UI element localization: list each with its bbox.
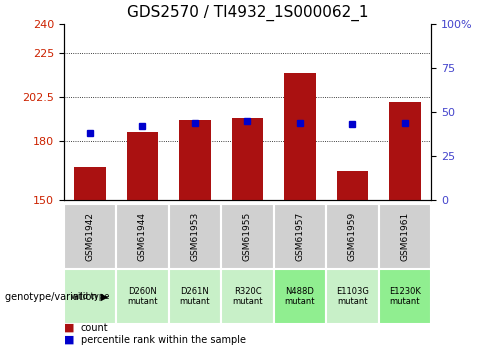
Text: GSM61953: GSM61953 [191,212,199,261]
Bar [232,118,263,200]
Bar [127,132,158,200]
Text: GSM61955: GSM61955 [243,212,252,261]
Text: GSM61957: GSM61957 [295,212,304,261]
Bar [337,171,368,200]
Bar [169,204,221,269]
Bar [389,102,421,200]
Bar [74,167,106,200]
Bar [169,269,221,324]
Bar [379,204,431,269]
Title: GDS2570 / TI4932_1S000062_1: GDS2570 / TI4932_1S000062_1 [127,5,368,21]
Text: E1230K
mutant: E1230K mutant [389,287,421,306]
Text: ■: ■ [64,323,74,333]
Text: D261N
mutant: D261N mutant [180,287,210,306]
Text: genotype/variation ▶: genotype/variation ▶ [5,292,108,302]
Text: R320C
mutant: R320C mutant [232,287,263,306]
Bar [284,73,316,200]
Bar [179,120,211,200]
Bar [64,204,116,269]
Text: GSM61961: GSM61961 [400,212,410,261]
Bar [116,204,169,269]
Bar [274,204,326,269]
Text: wild type: wild type [71,292,109,301]
Text: E1103G
mutant: E1103G mutant [336,287,369,306]
Bar [326,204,379,269]
Text: ■: ■ [64,335,74,345]
Bar [326,269,379,324]
Text: percentile rank within the sample: percentile rank within the sample [81,335,246,345]
Bar [221,204,274,269]
Text: GSM61959: GSM61959 [348,212,357,261]
Bar [116,269,169,324]
Text: D260N
mutant: D260N mutant [127,287,158,306]
Text: GSM61942: GSM61942 [85,212,95,261]
Text: GSM61944: GSM61944 [138,212,147,261]
Bar [221,269,274,324]
Bar [379,269,431,324]
Text: count: count [81,323,108,333]
Text: N488D
mutant: N488D mutant [285,287,315,306]
Bar [64,269,116,324]
Bar [274,269,326,324]
